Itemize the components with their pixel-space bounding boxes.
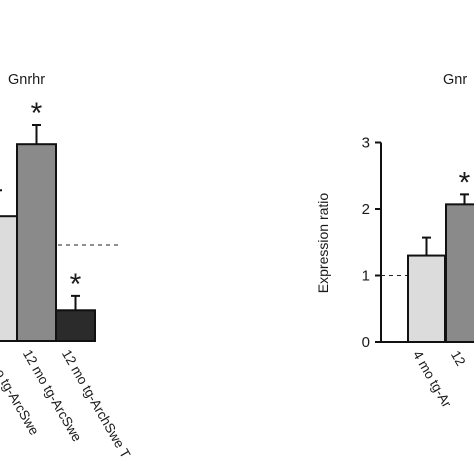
right-significance-marker: * [459,166,471,199]
left-bar [0,215,18,342]
right-bar [407,254,446,343]
right-y-tick-label: 2 [362,201,370,218]
left-chart-title: Gnrhr [8,72,45,88]
right-category-label: 4 mo tg-Ar [410,348,455,411]
right-chart-title: Gnr [443,72,467,88]
right-bar [445,203,474,343]
left-significance-marker: * [31,97,43,130]
left-bar [55,309,96,342]
right-y-axis-label: Expression ratio [315,193,331,294]
right-y-tick-label: 0 [362,334,370,351]
left-bars: ** [0,97,96,342]
left-significance-marker: * [70,268,82,301]
right-category-label: 12 [448,348,469,369]
left-category-label: 12 mo tg-ArchSwe T [59,347,133,461]
left-bar [16,143,57,342]
right-y-tick-label: 1 [362,268,370,285]
right-y-tick-label: 3 [362,135,370,152]
right-bars: * [407,166,474,343]
